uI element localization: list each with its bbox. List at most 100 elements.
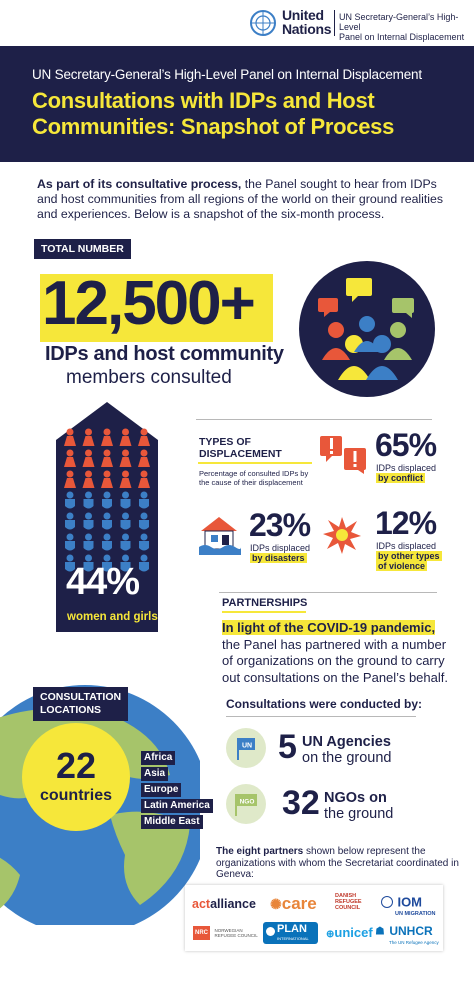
header-divider [334, 10, 335, 36]
man-figure-icon [120, 491, 131, 509]
iom-logo: IOM UN MIGRATION [381, 893, 436, 917]
violence-description: IDPs displaced by other types of violenc… [376, 541, 442, 571]
partners-intro: The eight partners shown below represent… [216, 846, 459, 880]
flood-house-icon [199, 517, 241, 555]
conflict-description: IDPs displaced by conflict [376, 463, 437, 483]
unicef-logo: ⊕unicef [326, 925, 373, 940]
un-logo-text: United Nations [282, 7, 332, 37]
man-figure-icon [139, 491, 149, 509]
partnerships-label: PARTNERSHIPS [222, 597, 308, 609]
ngos-label: NGOs on the ground [324, 790, 394, 822]
women-label: women and girls [67, 611, 158, 623]
svg-text:UN: UN [242, 743, 252, 750]
region-latin-america: Latin America [141, 799, 213, 813]
ngo-flag-icon: NGO [235, 794, 257, 816]
woman-figure-icon [82, 428, 95, 446]
partnerships-underline [222, 611, 306, 613]
un-agencies-label: UN Agencies on the ground [302, 734, 392, 766]
man-figure-icon [102, 554, 112, 572]
countries-circle [22, 723, 130, 831]
man-figure-icon [83, 491, 94, 509]
total-number-highlight [40, 274, 273, 342]
man-figure-icon [139, 533, 149, 551]
title-banner [0, 46, 474, 162]
region-africa: Africa [141, 751, 176, 765]
countries-count: 22 [55, 745, 97, 786]
man-figure-icon [83, 512, 94, 530]
man-figure-icon [65, 491, 75, 509]
man-figure-icon [139, 554, 149, 572]
region-europe: Europe [141, 783, 182, 797]
disasters-percent: 23% [249, 507, 311, 543]
man-figure-icon [120, 512, 131, 530]
man-figure-icon [65, 512, 75, 530]
woman-figure-icon [82, 449, 95, 467]
woman-figure-icon [64, 449, 76, 467]
man-figure-icon [102, 512, 112, 530]
man-figure-icon [120, 533, 131, 551]
woman-figure-icon [101, 449, 113, 467]
un-flag-icon: UN [237, 738, 255, 760]
consultation-people-icon [299, 261, 435, 397]
woman-figure-icon [119, 470, 132, 488]
region-asia: Asia [141, 767, 169, 781]
violence-percent: 12% [375, 505, 437, 541]
woman-figure-icon [119, 428, 132, 446]
man-figure-icon [65, 554, 75, 572]
un-agencies-count: 5 [278, 728, 297, 766]
conflict-alert-icon [320, 436, 366, 474]
region-middle-east: Middle East [141, 815, 203, 829]
woman-figure-icon [138, 449, 150, 467]
violence-burst-icon [323, 517, 361, 554]
conflict-percent: 65% [375, 427, 437, 463]
woman-figure-icon [101, 428, 113, 446]
un-badge: UN [226, 728, 266, 768]
consultation-locations-label: CONSULTATION LOCATIONS [33, 687, 128, 721]
types-title: TYPES OF DISPLACEMENT [199, 436, 282, 460]
top-header [0, 0, 474, 46]
man-figure-icon [139, 512, 149, 530]
women-and-girls-pictogram [56, 402, 158, 632]
total-line-2: members consulted [66, 367, 232, 388]
man-figure-icon [83, 533, 94, 551]
countries-label: countries [39, 787, 112, 804]
svg-text:NGO: NGO [240, 799, 255, 806]
care-logo: ✺care [270, 894, 317, 913]
ngos-count: 32 [282, 784, 320, 822]
woman-figure-icon [138, 428, 150, 446]
man-figure-icon [83, 554, 94, 572]
total-number-value: 12,500+ [42, 269, 256, 338]
man-figure-icon [102, 491, 112, 509]
women-percent: 44% [66, 561, 140, 603]
total-line-1: IDPs and host community [45, 343, 284, 365]
page-title: Consultations with IDPs and Host Communi… [32, 88, 395, 139]
unhcr-logo: ☗ UNHCR The UN Refugee Agency [375, 923, 439, 945]
total-number-label: TOTAL NUMBER [34, 239, 131, 259]
woman-figure-icon [138, 470, 150, 488]
ngo-badge: NGO [226, 784, 266, 824]
types-divider [196, 419, 432, 420]
woman-figure-icon [64, 428, 76, 446]
man-figure-icon [120, 554, 131, 572]
woman-figure-icon [64, 470, 76, 488]
intro-paragraph: As part of its consultative process, the… [37, 177, 444, 221]
types-description: Percentage of consulted IDPs by the caus… [199, 469, 309, 487]
conducted-by-title: Consultations were conducted by: [226, 697, 423, 711]
man-figure-icon [102, 533, 112, 551]
banner-subtitle: UN Secretary-General’s High-Level Panel … [32, 67, 422, 82]
partner-logos: actalliance ✺care DANISH REFUGEE COUNCIL I… [185, 885, 443, 951]
un-emblem-icon [250, 10, 276, 36]
plan-logo: PLAN INTERNATIONAL [263, 922, 318, 944]
actalliance-logo: actalliance [192, 897, 256, 911]
drc-logo: DANISH REFUGEE COUNCIL [335, 893, 362, 911]
man-figure-icon [65, 533, 75, 551]
woman-figure-icon [119, 449, 132, 467]
conducted-divider [226, 716, 416, 717]
panel-name: UN Secretary-General’s High-Level Panel … [339, 12, 465, 42]
woman-figure-icon [101, 470, 113, 488]
partnerships-divider [219, 592, 437, 593]
nrc-logo: NRC NORWEGIAN REFUGEE COUNCIL [193, 925, 258, 940]
disasters-description: IDPs displaced by disasters [250, 543, 311, 563]
woman-figure-icon [82, 470, 95, 488]
partnerships-text: In light of the COVID-19 pandemic, the P… [222, 620, 448, 685]
